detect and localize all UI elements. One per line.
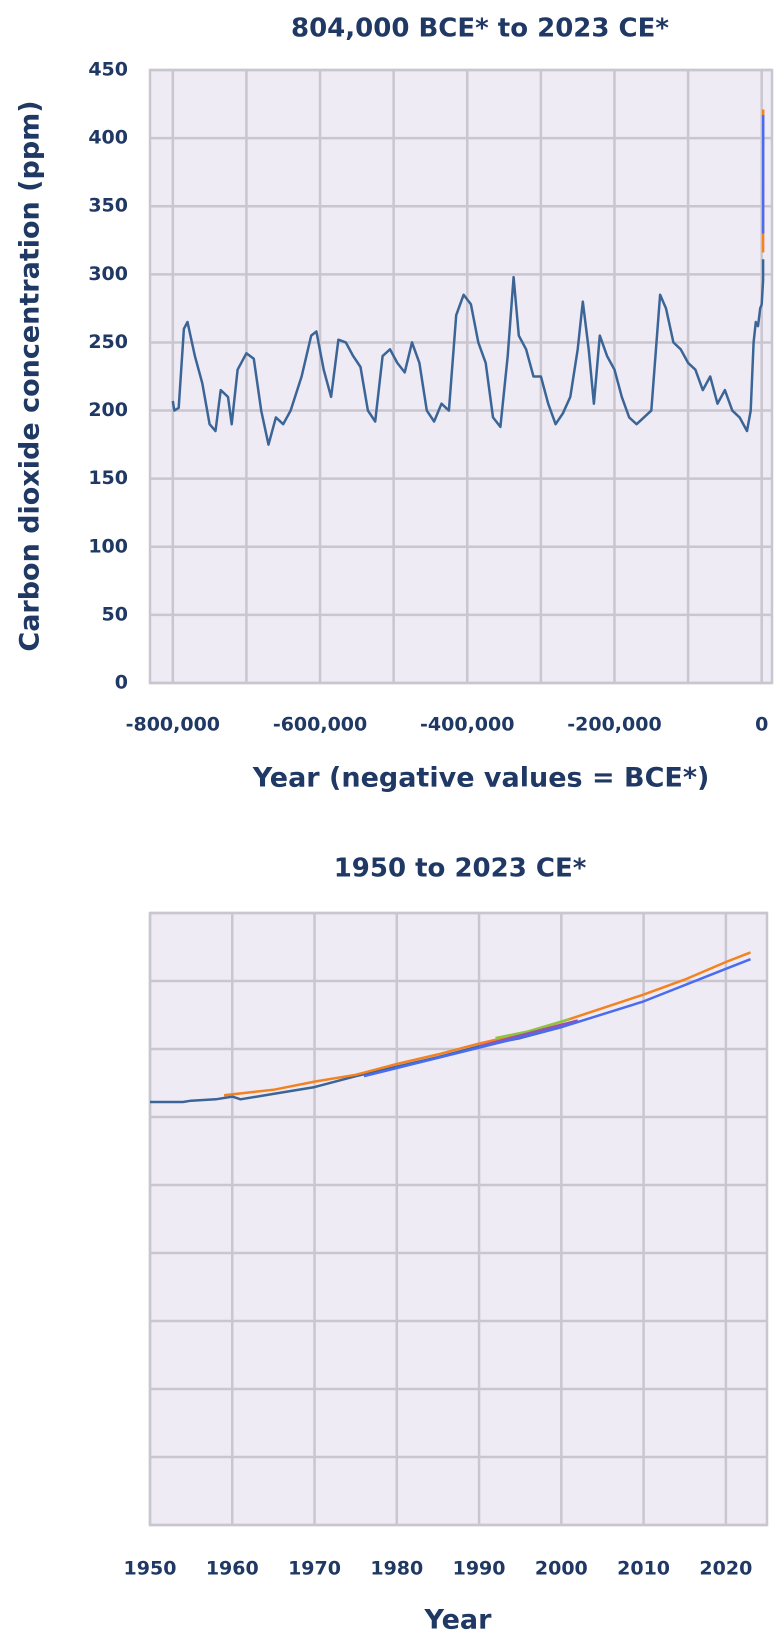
data-line: [495, 1017, 570, 1040]
plot-area: [150, 913, 767, 1525]
x-tick-label: 2010: [617, 1558, 670, 1580]
chart-title: 1950 to 2023 CE*: [334, 854, 587, 884]
y-axis-label: Carbon dioxide concentration (ppm): [15, 100, 46, 651]
y-tick-label: 0: [115, 672, 128, 694]
plot-border: [148, 68, 774, 685]
x-tick-label: 1950: [124, 1558, 177, 1580]
y-tick-label: 350: [88, 195, 128, 217]
plot-border: [148, 911, 769, 1527]
x-tick-label: -800,000: [126, 714, 220, 736]
data-line: [171, 259, 765, 446]
x-tick-label: 2000: [535, 1558, 588, 1580]
x-tick-label: 0: [755, 714, 768, 736]
y-tick-label: 250: [88, 331, 128, 353]
x-tick-label: -600,000: [273, 714, 367, 736]
data-line: [478, 1019, 579, 1048]
plot-area: [150, 70, 772, 683]
x-tick-label: 1980: [370, 1558, 423, 1580]
chart-title: 804,000 BCE* to 2023 CE*: [291, 14, 669, 44]
x-tick-label: 2020: [699, 1558, 752, 1580]
y-tick-label: 150: [88, 467, 128, 489]
x-tick-label: -200,000: [567, 714, 661, 736]
y-tick-label: 400: [88, 127, 128, 149]
y-tick-label: 450: [88, 59, 128, 81]
y-tick-label: 300: [88, 263, 128, 285]
x-axis-label: Year (negative values = BCE*): [252, 763, 710, 794]
y-tick-label: 200: [88, 399, 128, 421]
y-tick-label: 50: [102, 603, 128, 625]
x-tick-label: -400,000: [420, 714, 514, 736]
y-tick-label: 100: [88, 535, 128, 557]
x-axis-label: Year: [424, 1605, 493, 1636]
x-tick-label: 1990: [453, 1558, 506, 1580]
data-line: [223, 951, 751, 1097]
x-tick-label: 1970: [288, 1558, 341, 1580]
data-line: [363, 958, 751, 1078]
x-tick-label: 1960: [206, 1558, 259, 1580]
